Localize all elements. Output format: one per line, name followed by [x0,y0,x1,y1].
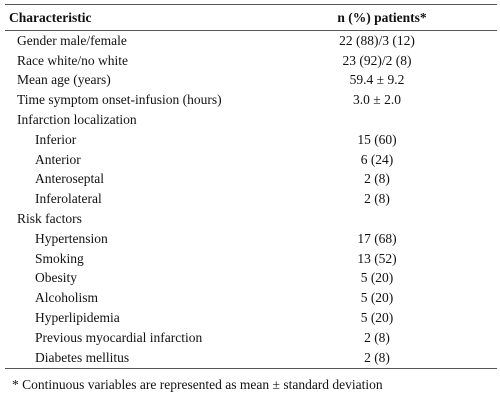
table-row: Hypertension 17 (68) [5,229,497,249]
row-label: Risk factors [17,211,82,227]
patient-characteristics-table: Characteristic n (%) patients* Gender ma… [5,4,497,369]
row-label: Hyperlipidemia [35,310,120,326]
row-value [277,110,497,130]
table-body: Gender male/female 22 (88)/3 (12) Race whi… [5,31,497,369]
table-row: Hyperlipidemia 5 (20) [5,308,497,328]
table-row: Anteroseptal 2 (8) [5,170,497,190]
row-label: Inferolateral [35,191,102,207]
table-row: Diabetes mellitus 2 (8) [5,347,497,369]
row-value: 22 (88)/3 (12) [339,32,415,48]
row-value: 2 (8) [364,329,390,345]
row-label: Hypertension [35,230,108,246]
row-label: Time symptom onset-infusion (hours) [17,92,222,108]
row-value: 13 (52) [357,250,397,266]
row-label: Obesity [35,270,77,286]
table-row: Risk factors [5,209,497,229]
row-value: 5 (20) [360,310,394,326]
table-row: Gender male/female 22 (88)/3 (12) [5,31,497,51]
row-value: 23 (92)/2 (8) [342,52,412,68]
row-label: Mean age (years) [17,72,111,88]
row-label: Anteroseptal [35,171,104,187]
table-row: Smoking 13 (52) [5,249,497,269]
table-row: Infarction localization [5,110,497,130]
row-label: Infarction localization [17,112,137,128]
row-value: 2 (8) [364,171,390,187]
table-row: Time symptom onset-infusion (hours) 3.0 ±… [5,90,497,110]
row-label: Inferior [35,131,77,147]
row-value: 2 (8) [277,347,497,369]
table-row: Mean age (years) 59.4 ± 9.2 [5,71,497,91]
table-footnote: * Continuous variables are represented a… [12,377,383,392]
table-row: Inferolateral 2 (8) [5,189,497,209]
table-row: Race white/no white 23 (92)/2 (8) [5,51,497,71]
row-label: Gender male/female [17,32,127,48]
row-label: Anterior [35,151,81,167]
header-n-patients: n (%) patients* [277,4,497,31]
table-header-row: Characteristic n (%) patients* [5,4,497,31]
row-value: 15 (60) [357,131,397,147]
table-row: Inferior 15 (60) [5,130,497,150]
row-label: Alcoholism [35,290,98,306]
table-row: Previous myocardial infarction 2 (8) [5,328,497,348]
row-label: Previous myocardial infarction [35,329,203,345]
table-row: Anterior 6 (24) [5,150,497,170]
row-value: 6 (24) [360,151,394,167]
row-value: 3.0 ± 2.0 [353,92,401,108]
row-value: 59.4 ± 9.2 [349,72,405,88]
row-value: 17 (68) [357,230,397,246]
row-value: 5 (20) [360,270,394,286]
row-value [277,209,497,229]
row-label: Smoking [35,250,84,266]
row-label: Race white/no white [17,52,128,68]
row-value: 2 (8) [364,191,390,207]
table-row: Obesity 5 (20) [5,269,497,289]
row-value: 5 (20) [360,290,394,306]
table-row: Alcoholism 5 (20) [5,288,497,308]
row-label: Diabetes mellitus [5,347,277,369]
header-characteristic: Characteristic [5,4,277,31]
